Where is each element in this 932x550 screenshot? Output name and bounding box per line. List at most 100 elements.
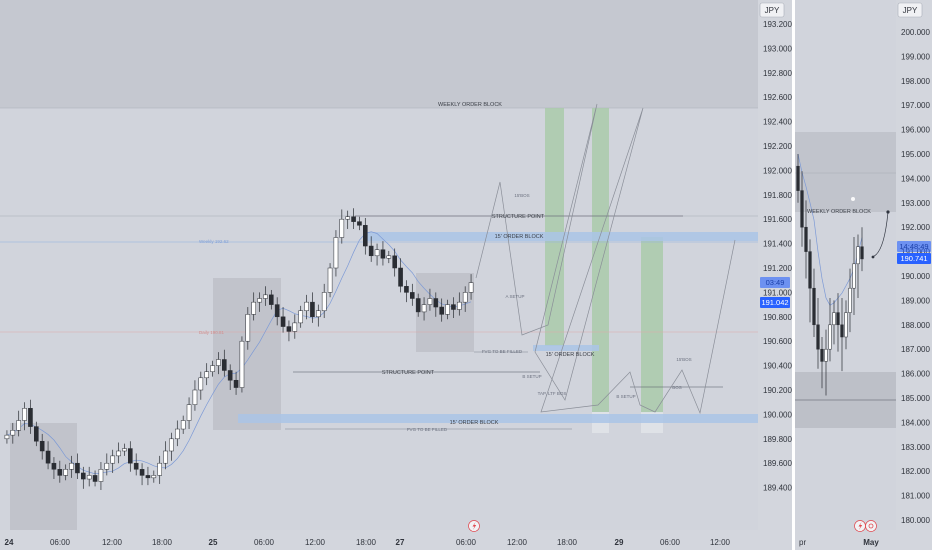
candle-body bbox=[415, 298, 421, 313]
left-time-tick: 06:00 bbox=[254, 538, 275, 547]
left-price-tick: 192.200 bbox=[763, 142, 792, 151]
left-time-tick: 29 bbox=[615, 538, 624, 547]
candle-body bbox=[421, 304, 427, 313]
candle-body bbox=[233, 379, 239, 388]
fvg-label-2: FVG TO BE FILLED bbox=[407, 427, 448, 432]
candle-body bbox=[145, 475, 151, 479]
right-candle-body bbox=[812, 287, 816, 326]
replay-icon[interactable] bbox=[865, 520, 877, 532]
right-candle-body bbox=[820, 348, 824, 362]
candle-body bbox=[357, 221, 362, 226]
candle-body bbox=[327, 267, 333, 293]
left-price-tick: 190.000 bbox=[763, 410, 792, 419]
left-time-tick: 12:00 bbox=[710, 538, 731, 547]
candle-body bbox=[22, 408, 27, 421]
candle-body bbox=[180, 420, 186, 430]
panel-divider[interactable] bbox=[792, 0, 795, 550]
candle-body bbox=[10, 430, 16, 436]
candle-body bbox=[457, 301, 462, 310]
left-time-tick: 12:00 bbox=[305, 538, 326, 547]
left-price-axis[interactable] bbox=[758, 0, 792, 550]
candle-body bbox=[4, 434, 10, 440]
left-price-tick: 191.400 bbox=[763, 240, 792, 249]
candle-body bbox=[175, 428, 180, 440]
candle-body bbox=[169, 438, 174, 452]
candle-body bbox=[86, 475, 92, 480]
target-zone-2 bbox=[592, 108, 609, 412]
right-price-tick: 183.000 bbox=[901, 443, 930, 452]
weekly-order-block-label: WEEKLY ORDER BLOCK bbox=[438, 102, 502, 108]
right-price-tick: 187.000 bbox=[901, 345, 930, 354]
fvg-label-1: FVG TO BE FILLED bbox=[482, 349, 523, 354]
right-candle-body bbox=[816, 324, 820, 350]
candle-body bbox=[216, 359, 221, 366]
right-price-axis[interactable] bbox=[896, 0, 932, 550]
candle-body bbox=[34, 426, 39, 442]
candle-body bbox=[427, 298, 433, 305]
candle-body bbox=[304, 301, 309, 311]
right-price-tick: 197.000 bbox=[901, 101, 930, 110]
candle-body bbox=[363, 225, 368, 247]
right-candle-body bbox=[828, 324, 832, 350]
candle-body bbox=[462, 292, 468, 303]
right-candle-body bbox=[840, 324, 844, 338]
right-plot-area[interactable] bbox=[795, 0, 896, 530]
right-time-tick-0: pr bbox=[799, 538, 806, 547]
candle-body bbox=[39, 440, 45, 452]
right-price-tick: 199.000 bbox=[901, 52, 930, 61]
left-last-price-badge bbox=[760, 297, 790, 308]
left-time-tick: 18:00 bbox=[152, 538, 173, 547]
candle-body bbox=[368, 245, 374, 257]
right-candle-body bbox=[808, 251, 812, 289]
left-time-tick: 06:00 bbox=[50, 538, 71, 547]
left-price-tick: 189.600 bbox=[763, 459, 792, 468]
left-time-tick: 06:00 bbox=[456, 538, 477, 547]
left-currency-button[interactable] bbox=[759, 2, 785, 18]
candle-body bbox=[451, 304, 456, 310]
left-time-tick: 24 bbox=[5, 538, 14, 547]
left-time-tick: 12:00 bbox=[507, 538, 528, 547]
right-candle-body bbox=[824, 348, 828, 362]
candle-body bbox=[263, 294, 268, 299]
right-time-axis[interactable] bbox=[795, 530, 896, 550]
left-price-tick: 191.200 bbox=[763, 264, 792, 273]
right-price-tick: 185.000 bbox=[901, 394, 930, 403]
candle-body bbox=[110, 455, 115, 464]
right-price-tick: 192.000 bbox=[901, 223, 930, 232]
right-countdown-text: 14:48:49 bbox=[899, 242, 928, 251]
bos-15-label-a: 15'BOS bbox=[514, 193, 529, 198]
left-time-axis[interactable] bbox=[0, 530, 758, 550]
b-setup-label-1: B SETUP bbox=[522, 374, 541, 379]
candle-body bbox=[157, 462, 162, 476]
candle-body bbox=[116, 450, 121, 457]
bos-15-label-b: 15'BOS bbox=[676, 357, 691, 362]
candle-body bbox=[398, 267, 403, 287]
left-price-tick: 189.400 bbox=[763, 484, 792, 493]
right-candle-body bbox=[844, 312, 848, 338]
right-candle-body bbox=[860, 246, 864, 260]
right-countdown-badge bbox=[897, 241, 931, 252]
left-price-tick: 189.800 bbox=[763, 435, 792, 444]
left-price-tick: 192.800 bbox=[763, 69, 792, 78]
target-zone-1 bbox=[545, 108, 564, 346]
left-price-tick: 190.200 bbox=[763, 386, 792, 395]
candle-body bbox=[386, 255, 392, 259]
candle-body bbox=[28, 408, 33, 427]
candle-body bbox=[122, 448, 127, 452]
candle-body bbox=[69, 462, 74, 470]
right-price-tick: 200.000 bbox=[901, 28, 930, 37]
candle-body bbox=[227, 370, 233, 381]
left-price-tick: 191.000 bbox=[763, 288, 792, 297]
right-candle-body bbox=[796, 165, 800, 191]
candle-body bbox=[468, 282, 474, 293]
right-price-tick: 191.000 bbox=[901, 248, 930, 257]
right-candle-body bbox=[804, 226, 808, 252]
left-price-tick: 192.600 bbox=[763, 93, 792, 102]
left-currency-label: JPY bbox=[765, 6, 780, 15]
candle-body bbox=[75, 462, 80, 474]
candle-body bbox=[81, 472, 86, 480]
candle-body bbox=[439, 306, 444, 315]
right-currency-button[interactable] bbox=[897, 2, 923, 18]
candle-body bbox=[57, 469, 63, 476]
